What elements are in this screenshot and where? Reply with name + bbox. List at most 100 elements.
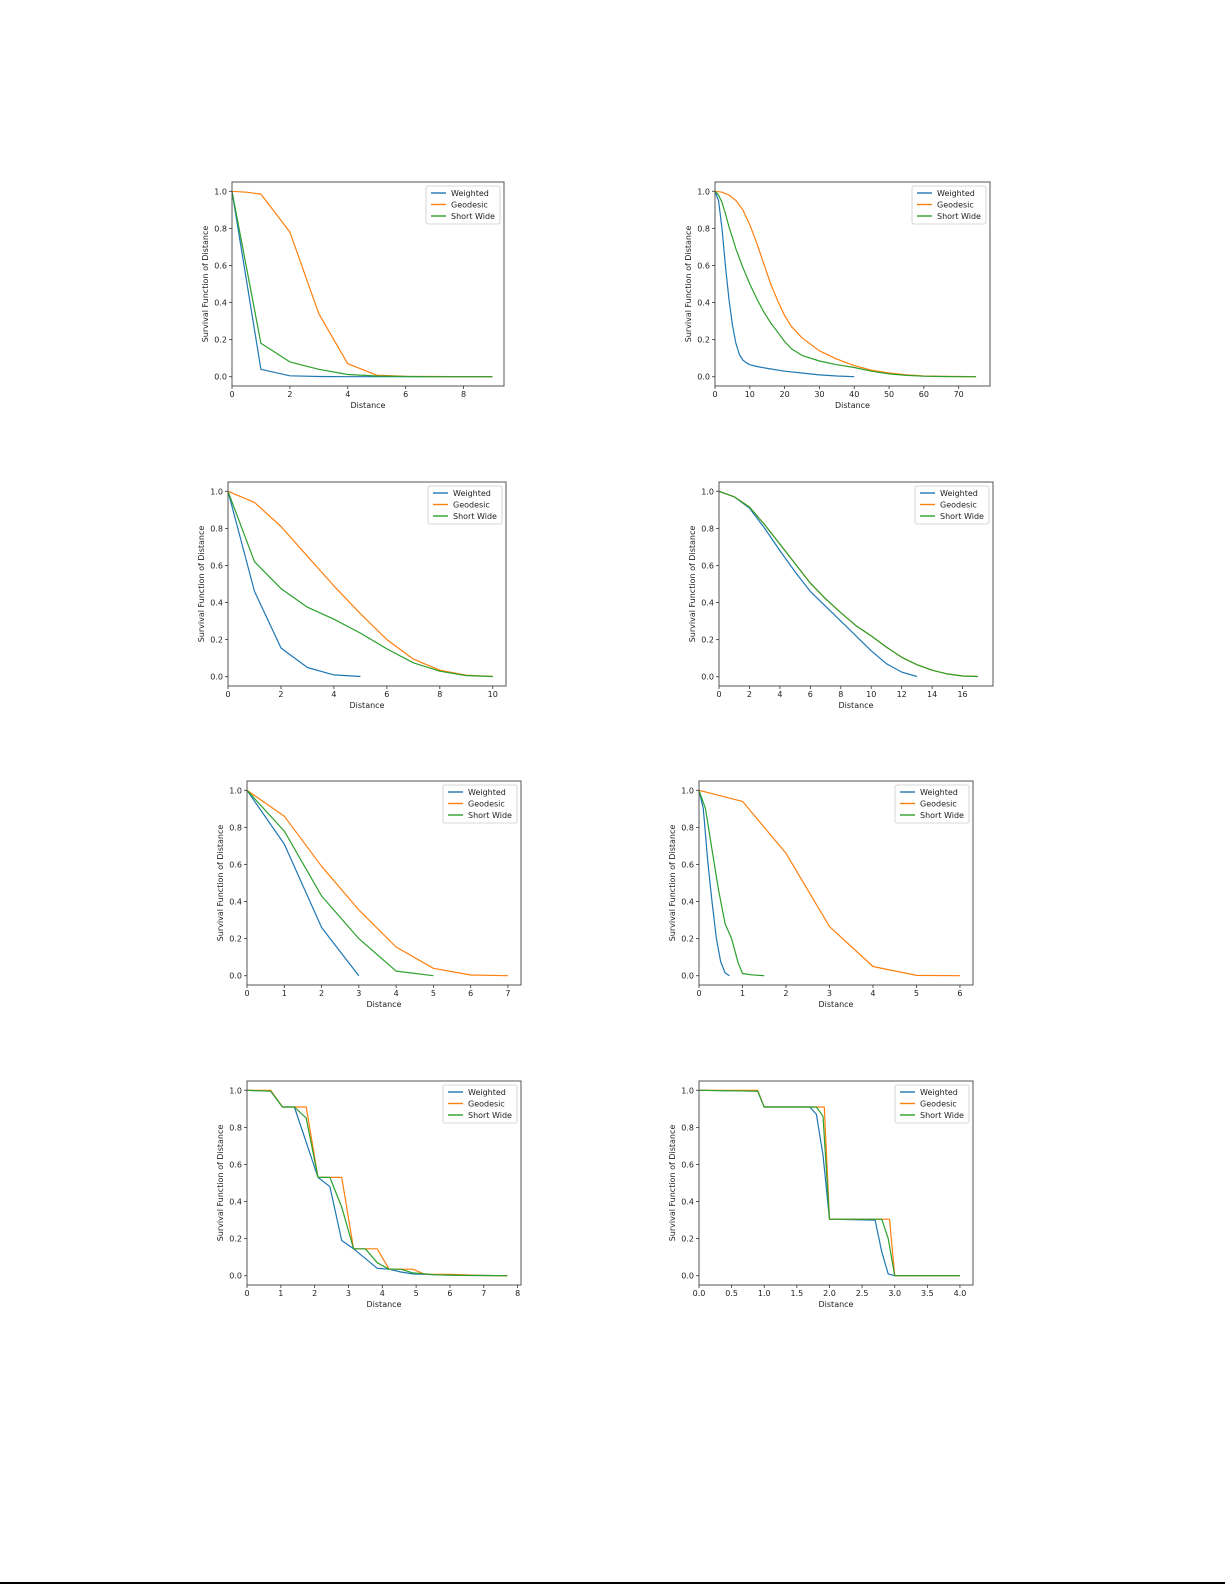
y-axis-label: Survival Function of Distance bbox=[684, 226, 693, 343]
y-tick-label: 0.0 bbox=[210, 673, 223, 682]
x-tick-label: 60 bbox=[919, 390, 929, 399]
axes-frame bbox=[714, 181, 991, 387]
y-tick-label: 1.0 bbox=[701, 487, 714, 496]
x-tick-label: 0 bbox=[716, 690, 721, 699]
y-tick-label: 0.8 bbox=[229, 1123, 242, 1132]
series-line-short-wide bbox=[698, 1089, 960, 1277]
x-tick-label: 4.0 bbox=[954, 1289, 967, 1298]
x-tick-label: 1 bbox=[282, 989, 287, 998]
x-tick-label: 10 bbox=[488, 690, 498, 699]
x-tick-label: 3 bbox=[346, 1289, 351, 1298]
legend-label: Geodesic bbox=[920, 800, 957, 809]
legend-label: Short Wide bbox=[468, 1111, 512, 1120]
x-tick-label: 8 bbox=[515, 1289, 520, 1298]
y-tick-label: 1.0 bbox=[229, 1086, 242, 1095]
legend: Weighted Geodesic Short Wide bbox=[442, 784, 518, 824]
legend-label: Weighted bbox=[937, 189, 975, 198]
x-tick-label: 2 bbox=[747, 690, 752, 699]
y-tick-label: 0.0 bbox=[701, 673, 714, 682]
series-line-short-wide bbox=[714, 190, 977, 378]
plot-area: 0 10 20 30 40 50 60 70 0.0 0.2 0.4 0.6 0.8 1.0 Distanc… bbox=[684, 181, 991, 410]
axes-frame bbox=[698, 780, 974, 986]
x-tick-label: 50 bbox=[884, 390, 894, 399]
y-axis-label: Survival Function of Distance bbox=[668, 1125, 677, 1242]
y-tick-label: 1.0 bbox=[681, 1086, 694, 1095]
y-tick-label: 0.4 bbox=[697, 299, 710, 308]
x-tick-label: 8 bbox=[437, 690, 442, 699]
y-tick-label: 0.4 bbox=[701, 599, 714, 608]
x-tick-label: 0 bbox=[244, 989, 249, 998]
x-tick-label: 12 bbox=[897, 690, 907, 699]
legend-label: Weighted bbox=[453, 489, 491, 498]
legend-label: Weighted bbox=[920, 788, 958, 797]
x-tick-label: 0 bbox=[712, 390, 717, 399]
x-tick-label: 30 bbox=[814, 390, 824, 399]
x-tick-label: 8 bbox=[838, 690, 843, 699]
y-tick-label: 0.6 bbox=[229, 1160, 242, 1169]
y-tick-label: 0.2 bbox=[701, 636, 714, 645]
series-line-short-wide bbox=[231, 191, 493, 378]
y-tick-label: 0.6 bbox=[229, 860, 242, 869]
x-tick-label: 2 bbox=[319, 989, 324, 998]
y-tick-label: 0.4 bbox=[229, 898, 242, 907]
x-tick-label: 70 bbox=[954, 390, 964, 399]
x-tick-label: 0 bbox=[229, 390, 234, 399]
y-tick-label: 0.0 bbox=[229, 1272, 242, 1281]
x-axis-label: Distance bbox=[351, 401, 386, 410]
y-axis-label: Survival Function of Distance bbox=[216, 1125, 225, 1242]
legend-label: Geodesic bbox=[468, 800, 505, 809]
y-axis-label: Survival Function of Distance bbox=[201, 226, 210, 343]
x-tick-label: 5 bbox=[414, 1289, 419, 1298]
plot-area: 0 2 4 6 8 10 0.0 0.2 0.4 0.6 0.8 1.0 Distance Surviva… bbox=[197, 481, 507, 710]
x-tick-label: 3.0 bbox=[888, 1289, 901, 1298]
x-tick-label: 2 bbox=[287, 390, 292, 399]
x-tick-label: 5 bbox=[914, 989, 919, 998]
y-tick-label: 1.0 bbox=[681, 786, 694, 795]
y-tick-label: 0.8 bbox=[210, 524, 223, 533]
legend: Weighted Geodesic Short Wide bbox=[914, 485, 990, 525]
y-tick-label: 0.4 bbox=[681, 898, 694, 907]
y-tick-label: 0.0 bbox=[681, 1272, 694, 1281]
x-tick-label: 6 bbox=[468, 989, 473, 998]
x-tick-label: 10 bbox=[745, 390, 755, 399]
plot-area: 0 1 2 3 4 5 6 7 8 0.0 0.2 0.4 0.6 0.8 1.0 Distance Survi… bbox=[216, 1080, 522, 1309]
chart-2: 0 10 20 30 40 50 60 70 0.0 0.2 0.4 0.6 0.8 1.0 Distanc… bbox=[684, 181, 991, 410]
x-tick-label: 2 bbox=[312, 1289, 317, 1298]
x-tick-label: 6 bbox=[808, 690, 813, 699]
x-tick-label: 4 bbox=[870, 989, 875, 998]
x-axis-label: Distance bbox=[367, 1300, 402, 1309]
y-tick-label: 0.8 bbox=[214, 224, 227, 233]
chart-5: 0 1 2 3 4 5 6 7 0.0 0.2 0.4 0.6 0.8 1.0 Distance Surviv… bbox=[216, 780, 522, 1009]
x-tick-label: 6 bbox=[957, 989, 962, 998]
chart-7: 0 1 2 3 4 5 6 7 8 0.0 0.2 0.4 0.6 0.8 1.0 Distance Survi… bbox=[216, 1080, 522, 1309]
legend-label: Weighted bbox=[451, 189, 489, 198]
plot-area: 0 2 4 6 8 10 12 14 16 0.0 0.2 0.4 0.6 0.8 1.0 Distance S… bbox=[688, 481, 994, 710]
x-axis-label: Distance bbox=[819, 1000, 854, 1009]
axes-frame bbox=[231, 181, 505, 387]
x-tick-label: 2 bbox=[783, 989, 788, 998]
axes-frame bbox=[227, 481, 507, 687]
y-tick-label: 0.2 bbox=[681, 935, 694, 944]
x-tick-label: 0.5 bbox=[725, 1289, 738, 1298]
series-line-weighted bbox=[714, 191, 855, 378]
x-tick-label: 0 bbox=[696, 989, 701, 998]
y-tick-label: 1.0 bbox=[697, 187, 710, 196]
y-axis-label: Survival Function of Distance bbox=[688, 526, 697, 643]
series-line-weighted bbox=[246, 789, 360, 977]
axes-frame bbox=[698, 1080, 974, 1286]
y-axis-label: Survival Function of Distance bbox=[216, 825, 225, 942]
y-axis-label: Survival Function of Distance bbox=[668, 825, 677, 942]
x-tick-label: 0 bbox=[225, 690, 230, 699]
x-tick-label: 14 bbox=[927, 690, 937, 699]
legend-label: Short Wide bbox=[937, 212, 981, 221]
legend-label: Geodesic bbox=[920, 1100, 957, 1109]
x-tick-label: 8 bbox=[461, 390, 466, 399]
chart-4: 0 2 4 6 8 10 12 14 16 0.0 0.2 0.4 0.6 0.8 1.0 Distance S… bbox=[688, 481, 994, 710]
legend: Weighted Geodesic Short Wide bbox=[894, 784, 970, 824]
x-tick-label: 1 bbox=[278, 1289, 283, 1298]
legend-label: Weighted bbox=[468, 1088, 506, 1097]
x-tick-label: 6 bbox=[403, 390, 408, 399]
x-tick-label: 7 bbox=[481, 1289, 486, 1298]
x-axis-label: Distance bbox=[819, 1300, 854, 1309]
x-axis-label: Distance bbox=[350, 701, 385, 710]
